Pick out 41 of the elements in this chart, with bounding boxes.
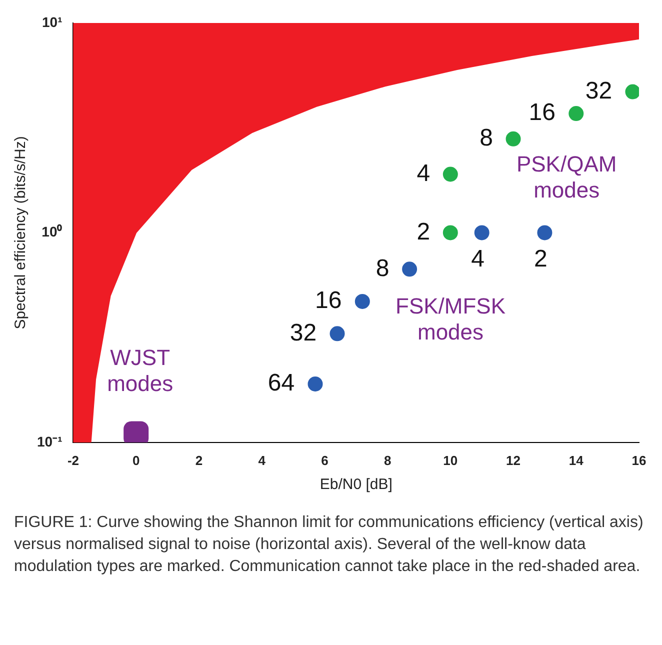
point	[442, 225, 458, 240]
annotation: 2	[534, 245, 548, 272]
point	[568, 106, 584, 122]
point	[474, 225, 490, 240]
x-tick-label: 6	[321, 452, 328, 468]
annotation: 64	[268, 370, 295, 397]
x-tick-label: 4	[258, 452, 266, 468]
y-tick-label: 10¹	[42, 14, 63, 30]
series-label: PSK/QAM modes	[516, 151, 617, 202]
annotation: 8	[376, 254, 390, 282]
annotation: 2	[416, 218, 430, 246]
annotation: 32	[290, 319, 317, 346]
point	[354, 294, 370, 309]
point	[442, 166, 458, 182]
point	[506, 131, 521, 146]
series-label: FSK/MFSK modes	[395, 293, 506, 344]
point	[537, 225, 552, 240]
annotation: 16	[528, 99, 556, 126]
annotation: 4	[416, 160, 430, 187]
x-tick-label: 12	[506, 452, 521, 468]
point	[330, 326, 345, 342]
y-tick-label: 10⁻¹	[37, 433, 63, 450]
x-tick-label: 10	[443, 452, 458, 468]
x-tick-label: 2	[195, 452, 203, 468]
x-tick-label: 0	[132, 452, 140, 468]
y-axis-title: Spectral efficiency (bits/s/Hz)	[12, 136, 30, 330]
point	[308, 376, 323, 392]
annotation: 4	[471, 245, 485, 272]
x-tick-label: 14	[568, 452, 584, 468]
point	[402, 262, 418, 277]
x-tick-label: -2	[67, 452, 80, 468]
annotation: 8	[480, 124, 493, 152]
x-axis-title: Eb/N0 [dB]	[320, 476, 392, 494]
point	[625, 84, 639, 100]
caption: FIGURE 1: Curve showing the Shannon limit for communications efficiency (vertical axis) versus normalised signal to noise (horizontal axis). Several of the well-know data modulation types are marked. Communication cannot take place in the red-shaded area.	[14, 513, 644, 577]
x-tick-label: 16	[632, 452, 646, 468]
x-tick-label: 8	[384, 452, 392, 468]
annotation: 16	[315, 287, 342, 314]
annotation: 32	[585, 77, 612, 104]
series-label: WJST modes	[107, 344, 174, 396]
y-tick-label: 10⁰	[42, 224, 62, 240]
